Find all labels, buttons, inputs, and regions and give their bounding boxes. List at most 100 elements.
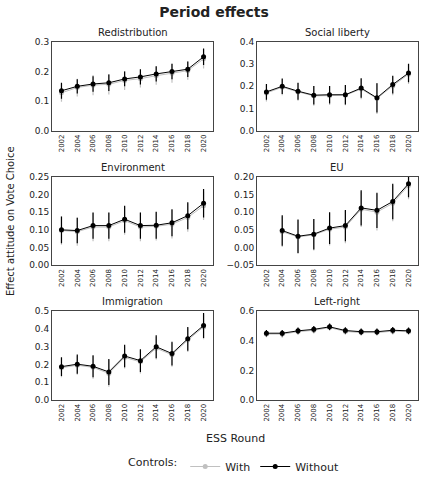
svg-text:0.2: 0.2 bbox=[240, 81, 254, 91]
svg-text:Immigration: Immigration bbox=[102, 296, 163, 307]
svg-text:2006: 2006 bbox=[89, 403, 97, 421]
svg-text:0.2: 0.2 bbox=[35, 67, 49, 77]
svg-text:2018: 2018 bbox=[184, 269, 192, 287]
svg-text:0.3: 0.3 bbox=[240, 59, 254, 69]
svg-text:2008: 2008 bbox=[105, 134, 113, 152]
svg-text:2004: 2004 bbox=[74, 403, 82, 421]
svg-text:2008: 2008 bbox=[310, 269, 318, 287]
svg-text:2016: 2016 bbox=[373, 269, 381, 287]
svg-text:0.15: 0.15 bbox=[29, 207, 49, 217]
svg-text:Effect attitude on Vote Choice: Effect attitude on Vote Choice bbox=[5, 146, 16, 296]
svg-text:2020: 2020 bbox=[200, 269, 208, 287]
svg-text:0.20: 0.20 bbox=[29, 190, 49, 200]
svg-text:2018: 2018 bbox=[184, 404, 192, 422]
svg-text:2008: 2008 bbox=[310, 404, 318, 422]
svg-text:2018: 2018 bbox=[389, 404, 397, 422]
svg-text:0.6: 0.6 bbox=[240, 306, 255, 316]
svg-text:ESS Round: ESS Round bbox=[206, 432, 265, 445]
svg-text:2014: 2014 bbox=[357, 403, 365, 421]
svg-text:2016: 2016 bbox=[168, 134, 176, 152]
svg-text:Social liberty: Social liberty bbox=[305, 27, 370, 38]
svg-text:2014: 2014 bbox=[152, 134, 160, 152]
svg-text:2008: 2008 bbox=[105, 404, 113, 422]
svg-text:2014: 2014 bbox=[152, 403, 160, 421]
svg-text:2012: 2012 bbox=[342, 134, 350, 152]
svg-text:0.4: 0.4 bbox=[35, 324, 50, 334]
svg-text:0.0: 0.0 bbox=[240, 126, 255, 136]
svg-text:2010: 2010 bbox=[121, 404, 129, 422]
svg-text:2014: 2014 bbox=[152, 269, 160, 287]
svg-text:0.05: 0.05 bbox=[29, 243, 49, 253]
svg-text:2010: 2010 bbox=[121, 269, 129, 287]
svg-text:Period effects: Period effects bbox=[159, 4, 269, 20]
svg-text:2004: 2004 bbox=[74, 269, 82, 287]
svg-text:2016: 2016 bbox=[373, 403, 381, 421]
svg-text:2020: 2020 bbox=[200, 404, 208, 422]
svg-text:2014: 2014 bbox=[357, 134, 365, 152]
svg-text:−0.05: −0.05 bbox=[227, 260, 255, 270]
svg-text:2016: 2016 bbox=[168, 269, 176, 287]
svg-text:2006: 2006 bbox=[294, 134, 302, 152]
svg-text:0.00: 0.00 bbox=[234, 243, 254, 253]
svg-text:2002: 2002 bbox=[58, 134, 66, 152]
svg-text:2016: 2016 bbox=[373, 134, 381, 152]
svg-text:With: With bbox=[225, 461, 250, 474]
svg-text:2002: 2002 bbox=[58, 269, 66, 287]
svg-text:2010: 2010 bbox=[326, 134, 334, 152]
svg-text:2020: 2020 bbox=[405, 134, 413, 152]
svg-text:2018: 2018 bbox=[184, 134, 192, 152]
svg-text:0.1: 0.1 bbox=[240, 104, 254, 114]
svg-text:2004: 2004 bbox=[74, 134, 82, 152]
svg-text:2010: 2010 bbox=[121, 134, 129, 152]
svg-text:2002: 2002 bbox=[58, 404, 66, 422]
svg-text:0.3: 0.3 bbox=[35, 37, 49, 47]
svg-text:2006: 2006 bbox=[89, 134, 97, 152]
svg-text:2006: 2006 bbox=[294, 269, 302, 287]
svg-text:0.10: 0.10 bbox=[234, 207, 254, 217]
svg-text:0.0: 0.0 bbox=[35, 126, 50, 136]
svg-text:EU: EU bbox=[330, 162, 344, 173]
svg-text:2020: 2020 bbox=[200, 134, 208, 152]
svg-text:2002: 2002 bbox=[263, 404, 271, 422]
svg-text:2006: 2006 bbox=[89, 269, 97, 287]
svg-text:2004: 2004 bbox=[278, 269, 286, 287]
svg-text:0.1: 0.1 bbox=[35, 96, 49, 106]
svg-text:0.5: 0.5 bbox=[35, 306, 49, 316]
svg-text:0.1: 0.1 bbox=[35, 377, 49, 387]
svg-text:2018: 2018 bbox=[389, 134, 397, 152]
svg-text:2010: 2010 bbox=[326, 269, 334, 287]
svg-text:2008: 2008 bbox=[105, 269, 113, 287]
svg-text:2012: 2012 bbox=[137, 404, 145, 422]
svg-text:0.20: 0.20 bbox=[234, 172, 254, 182]
svg-text:2010: 2010 bbox=[326, 404, 334, 422]
svg-text:2006: 2006 bbox=[294, 403, 302, 421]
svg-text:0.25: 0.25 bbox=[29, 172, 49, 182]
svg-text:0.05: 0.05 bbox=[234, 225, 254, 235]
svg-text:2018: 2018 bbox=[389, 269, 397, 287]
svg-text:Left-right: Left-right bbox=[314, 296, 360, 307]
svg-text:0.4: 0.4 bbox=[240, 37, 255, 47]
svg-text:0.2: 0.2 bbox=[240, 366, 254, 376]
svg-text:0.15: 0.15 bbox=[234, 190, 254, 200]
svg-text:0.0: 0.0 bbox=[240, 395, 255, 405]
svg-text:2012: 2012 bbox=[342, 269, 350, 287]
svg-text:2020: 2020 bbox=[405, 269, 413, 287]
svg-text:0.3: 0.3 bbox=[35, 342, 49, 352]
svg-text:2002: 2002 bbox=[263, 134, 271, 152]
svg-text:2012: 2012 bbox=[137, 134, 145, 152]
svg-text:Without: Without bbox=[295, 461, 339, 474]
svg-text:2020: 2020 bbox=[405, 404, 413, 422]
svg-text:0.10: 0.10 bbox=[29, 225, 49, 235]
svg-text:Environment: Environment bbox=[101, 162, 165, 173]
svg-text:2004: 2004 bbox=[278, 403, 286, 421]
svg-text:0.4: 0.4 bbox=[240, 336, 255, 346]
svg-text:2012: 2012 bbox=[342, 404, 350, 422]
svg-text:2016: 2016 bbox=[168, 403, 176, 421]
svg-text:2014: 2014 bbox=[357, 269, 365, 287]
svg-text:2008: 2008 bbox=[310, 134, 318, 152]
svg-text:Redistribution: Redistribution bbox=[98, 27, 168, 38]
svg-text:2002: 2002 bbox=[263, 269, 271, 287]
svg-text:Controls:: Controls: bbox=[128, 456, 177, 469]
svg-text:2004: 2004 bbox=[278, 134, 286, 152]
svg-text:0.00: 0.00 bbox=[29, 260, 49, 270]
